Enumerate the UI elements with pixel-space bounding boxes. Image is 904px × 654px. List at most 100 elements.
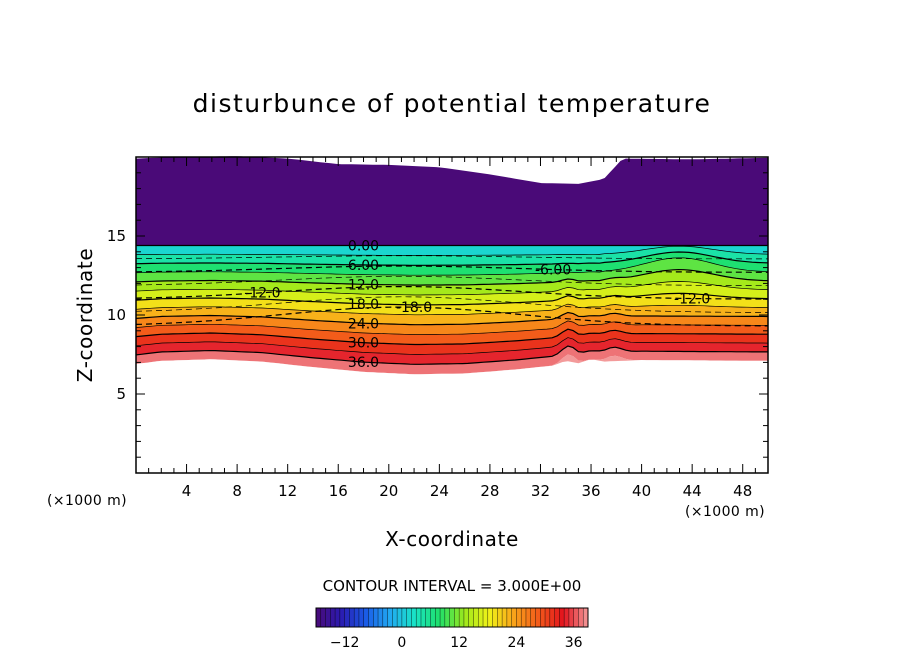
axis-ticks	[136, 157, 768, 473]
contour-band	[136, 312, 768, 335]
contour-line	[136, 251, 768, 266]
colorbar-cell	[454, 608, 460, 627]
x-tick-label: 12	[278, 482, 297, 500]
colorbar-cell	[387, 608, 393, 627]
colorbar-cell	[368, 608, 374, 627]
contour-label: -12.0	[244, 286, 280, 302]
contour-band	[136, 337, 768, 365]
colorbar-cell	[406, 608, 412, 627]
x-unit-label-left: (×1000 m)	[47, 493, 127, 509]
colorbar-tick-label: 0	[397, 635, 406, 651]
contour-lines	[136, 244, 768, 365]
colorbar-cell	[502, 608, 508, 627]
colorbar-cell	[583, 608, 589, 627]
colorbar-cell	[492, 608, 498, 627]
contour-label: 0.00	[348, 238, 379, 254]
colorbar-cell	[530, 608, 536, 627]
colorbar-cell	[511, 608, 517, 627]
colorbar-cell	[554, 608, 560, 627]
colorbar-cell	[339, 608, 345, 627]
x-tick-labels: 4 8 12 16 20 24 28 32 36 40 44 48	[182, 482, 752, 500]
contour-line	[136, 328, 768, 346]
colorbar-tick-labels: −12 0 12 24 36	[330, 635, 583, 651]
colorbar-cell	[506, 608, 512, 627]
colorbar-cell	[535, 608, 541, 627]
colorbar-cell	[416, 608, 422, 627]
contour-line	[136, 311, 768, 326]
colorbar-cell	[540, 608, 546, 627]
y-tick-labels: 5 10 15	[107, 227, 126, 403]
colorbar-cell	[521, 608, 527, 627]
colorbar-cell	[545, 608, 551, 627]
x-tick-label: 44	[683, 482, 702, 500]
y-tick-label: 15	[107, 227, 126, 245]
colorbar-cell	[444, 608, 450, 627]
colorbar-cell	[549, 608, 555, 627]
colorbar-cell	[483, 608, 489, 627]
colorbar-cell	[478, 608, 484, 627]
contour-band	[136, 246, 768, 266]
contour-line	[136, 257, 768, 276]
contour-line	[136, 245, 768, 256]
colorbar-cell	[392, 608, 398, 627]
colorbar-cell	[363, 608, 369, 627]
colorbar-frame	[315, 607, 589, 628]
colorbar-cell	[440, 608, 446, 627]
contour-band	[136, 320, 768, 345]
colorbar-cell	[397, 608, 403, 627]
contour-band	[136, 346, 768, 375]
colorbar-cell	[401, 608, 407, 627]
contour-line	[136, 292, 768, 306]
y-tick-label: 5	[116, 385, 126, 403]
colorbar-cell	[316, 608, 322, 627]
colorbar-cell	[420, 608, 427, 627]
contour-label: 18.0	[348, 297, 379, 313]
contour-line	[136, 281, 768, 296]
x-tick-label: 36	[581, 482, 600, 500]
contour-line	[136, 296, 768, 313]
colorbar-tick-label: 36	[565, 635, 583, 651]
contour-line	[136, 275, 768, 287]
x-tick-label: 16	[329, 482, 348, 500]
colorbar-cell	[468, 608, 474, 627]
contour-label: 24.0	[348, 316, 379, 332]
colorbar-cell	[516, 608, 522, 627]
colorbar-cell	[573, 608, 579, 627]
contour-label: 36.0	[348, 355, 379, 371]
contour-label: 6.00	[348, 258, 379, 274]
colorbar-cell	[435, 608, 441, 627]
colorbar-cell	[430, 608, 436, 627]
x-unit-label-right: (×1000 m)	[685, 504, 765, 520]
color-filled-contours	[136, 156, 768, 375]
colorbar-cell	[378, 608, 384, 627]
x-axis-label: X-coordinate	[385, 527, 519, 551]
x-tick-label: 24	[430, 482, 449, 500]
plot-area: -18.0 -12.0 -12.0 -6.00 0.00 6.00 12.0 18.0 24.0…	[135, 156, 769, 474]
y-axis-label: Z-coordinate	[73, 248, 97, 382]
contour-line	[136, 286, 768, 300]
colorbar-cell	[330, 608, 336, 627]
contour-band	[136, 293, 768, 315]
x-tick-label: 40	[632, 482, 651, 500]
colorbar-cell	[349, 608, 355, 627]
contour-label: -12.0	[674, 292, 710, 308]
contour-line	[136, 306, 768, 327]
colorbar-cell	[335, 608, 341, 627]
contour-label: 30.0	[348, 336, 379, 352]
contour-line	[136, 268, 768, 286]
chart-title: disturbunce of potential temperature	[193, 89, 712, 118]
colorbar-cell	[320, 608, 326, 627]
colorbar-cell	[578, 608, 584, 627]
colorbar-cell	[564, 608, 570, 627]
colorbar-cell	[325, 608, 331, 627]
colorbar-cell	[344, 608, 350, 627]
colorbar-cell	[449, 608, 455, 627]
colorbar-cell	[425, 608, 431, 627]
contour-band	[136, 252, 768, 276]
contour-line	[136, 337, 768, 355]
x-tick-label: 8	[232, 482, 242, 500]
contour-line	[136, 255, 768, 260]
colorbar-cell	[473, 608, 479, 627]
colorbar-cells	[315, 608, 589, 627]
